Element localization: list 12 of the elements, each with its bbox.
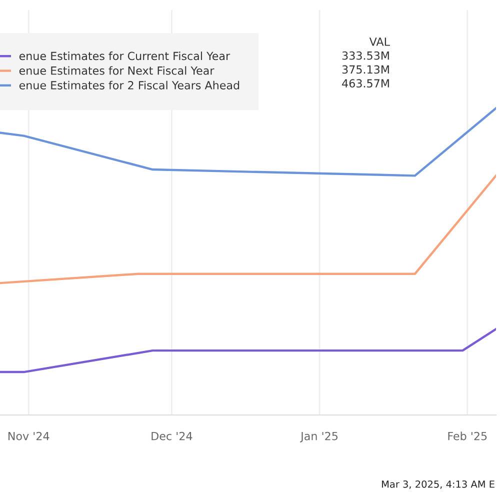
text: 375.13M <box>342 65 389 74</box>
legend-label: enue Estimates for Next Fiscal Year <box>19 66 214 75</box>
x-tick-label: Nov '24 <box>8 432 50 440</box>
legend-label: enue Estimates for 2 Fiscal Years Ahead <box>19 80 240 90</box>
text: Mar 3, 2025, 4:13 AM E <box>382 480 494 489</box>
text: 463.57M <box>342 79 389 88</box>
legend-label: enue Estimates for Current Fiscal Year <box>19 52 230 60</box>
x-tick-label: Jan '25 <box>300 432 338 442</box>
text: VAL <box>369 38 390 46</box>
x-tick-label: Dec '24 <box>152 432 192 440</box>
text: 333.53M <box>342 51 389 60</box>
x-tick-label: Feb '25 <box>448 432 487 440</box>
